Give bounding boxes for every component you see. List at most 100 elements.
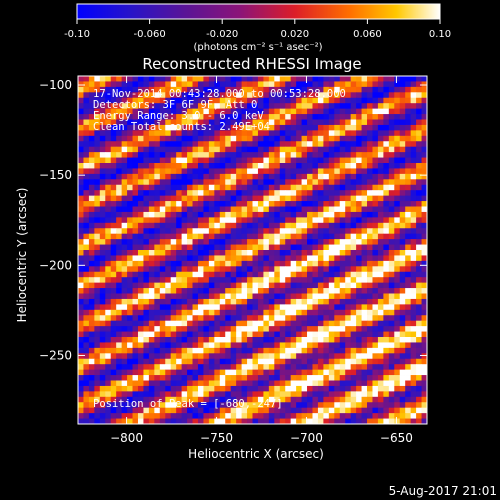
- heatmap-cell: [176, 157, 183, 164]
- heatmap-cell: [350, 347, 357, 354]
- heatmap-cell: [279, 76, 286, 82]
- heatmap-cell: [285, 413, 292, 419]
- heatmap-cell: [247, 342, 253, 349]
- heatmap-cell: [241, 173, 248, 180]
- heatmap-cell: [132, 130, 139, 137]
- heatmap-cell: [257, 288, 264, 294]
- heatmap-cell: [367, 315, 373, 322]
- heatmap-cell: [399, 380, 406, 387]
- heatmap-cell: [241, 146, 248, 153]
- heatmap-cell: [94, 81, 101, 88]
- heatmap-cell: [323, 179, 330, 186]
- heatmap-cell: [361, 222, 368, 229]
- heatmap-cell: [83, 119, 90, 126]
- heatmap-cell: [143, 293, 150, 300]
- heatmap-cell: [383, 195, 390, 202]
- heatmap-cell: [421, 326, 427, 332]
- heatmap-cell: [165, 391, 172, 398]
- heatmap-cell: [285, 326, 292, 332]
- heatmap-cell: [78, 157, 84, 164]
- heatmap-cell: [290, 342, 297, 349]
- heatmap-cell: [257, 413, 264, 419]
- heatmap-cell: [410, 288, 417, 294]
- heatmap-cell: [367, 135, 373, 142]
- heatmap-cell: [257, 293, 264, 300]
- heatmap-cell: [416, 298, 422, 305]
- heatmap-cell: [285, 146, 292, 153]
- heatmap-cell: [159, 380, 166, 387]
- heatmap-cell: [148, 163, 155, 169]
- heatmap-cell: [247, 266, 253, 273]
- heatmap-cell: [203, 277, 210, 284]
- heatmap-cell: [203, 228, 210, 235]
- heatmap-cell: [94, 146, 101, 153]
- heatmap-cell: [154, 195, 161, 202]
- heatmap-cell: [285, 402, 292, 409]
- heatmap-cell: [247, 222, 253, 229]
- heatmap-cell: [312, 211, 319, 218]
- heatmap-cell: [405, 130, 412, 137]
- heatmap-cell: [99, 201, 106, 207]
- heatmap-cell: [105, 86, 112, 93]
- heatmap-cell: [367, 81, 373, 88]
- heatmap-cell: [187, 146, 193, 153]
- heatmap-cell: [301, 402, 308, 409]
- heatmap-cell: [312, 179, 319, 186]
- heatmap-cell: [421, 304, 427, 311]
- heatmap-cell: [399, 130, 406, 137]
- heatmap-cell: [132, 402, 139, 409]
- heatmap-cell: [121, 288, 128, 294]
- heatmap-cell: [203, 146, 210, 153]
- heatmap-cell: [116, 152, 123, 158]
- heatmap-cell: [148, 152, 155, 158]
- heatmap-cell: [192, 228, 199, 235]
- heatmap-cell: [127, 119, 133, 126]
- heatmap-cell: [274, 315, 281, 322]
- colorbar-tick-label: 0.060: [353, 29, 382, 40]
- heatmap-cell: [290, 288, 297, 294]
- heatmap-cell: [83, 369, 90, 376]
- heatmap-cell: [377, 250, 384, 256]
- heatmap-cell: [377, 103, 384, 110]
- heatmap-cell: [312, 315, 319, 322]
- heatmap-cell: [383, 331, 390, 338]
- heatmap-cell: [410, 418, 417, 424]
- heatmap-cell: [116, 298, 123, 305]
- heatmap-cell: [241, 119, 248, 126]
- heatmap-cell: [170, 124, 177, 131]
- heatmap-cell: [203, 92, 210, 99]
- heatmap-cell: [307, 201, 313, 207]
- heatmap-cell: [323, 260, 330, 267]
- heatmap-cell: [367, 233, 373, 240]
- heatmap-cell: [421, 331, 427, 338]
- heatmap-cell: [214, 304, 221, 311]
- heatmap-cell: [137, 157, 144, 164]
- heatmap-cell: [405, 315, 412, 322]
- heatmap-cell: [263, 152, 270, 158]
- heatmap-cell: [148, 266, 155, 273]
- heatmap-cell: [154, 239, 161, 245]
- heatmap-cell: [116, 282, 123, 289]
- heatmap-cell: [187, 347, 193, 354]
- heatmap-cell: [187, 396, 193, 403]
- heatmap-cell: [181, 173, 188, 180]
- heatmap-cell: [88, 347, 95, 354]
- heatmap-cell: [181, 277, 188, 284]
- heatmap-cell: [176, 331, 183, 338]
- heatmap-cell: [116, 309, 123, 316]
- heatmap-cell: [208, 168, 215, 175]
- heatmap-cell: [181, 418, 188, 424]
- heatmap-cell: [99, 358, 106, 365]
- heatmap-cell: [192, 76, 199, 82]
- heatmap-cell: [110, 157, 117, 164]
- heatmap-cell: [132, 288, 139, 294]
- heatmap-cell: [361, 277, 368, 284]
- heatmap-cell: [110, 364, 117, 371]
- heatmap-cell: [317, 141, 324, 148]
- heatmap-cell: [154, 298, 161, 305]
- heatmap-cell: [230, 331, 237, 338]
- heatmap-cell: [356, 347, 362, 354]
- heatmap-cell: [257, 255, 264, 262]
- heatmap-cell: [307, 146, 313, 153]
- heatmap-cell: [230, 146, 237, 153]
